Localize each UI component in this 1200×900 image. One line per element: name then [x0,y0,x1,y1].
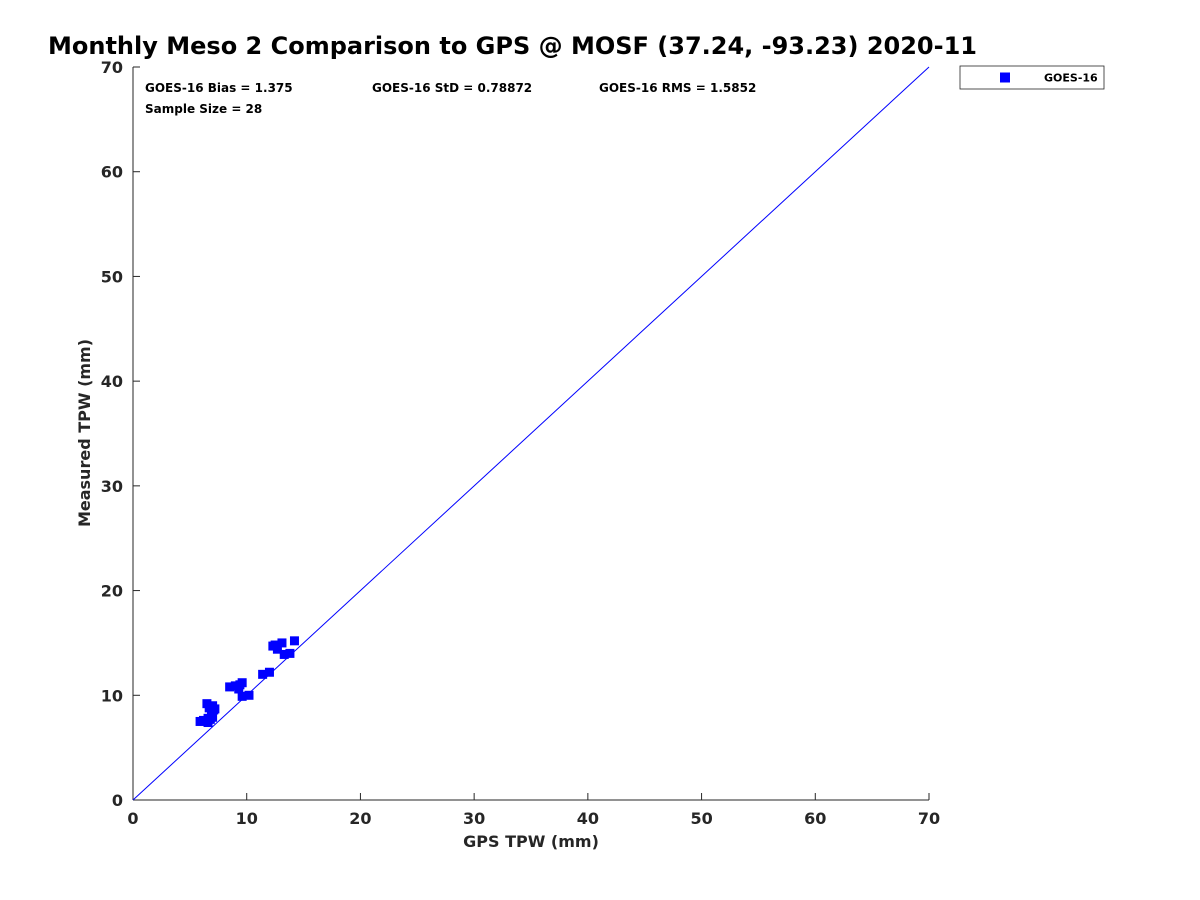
data-point [203,713,213,723]
legend-box [959,65,1105,90]
reference-line [132,66,930,801]
axes: 0 10 20 30 40 50 60 70 0 10 20 30 40 50 60 70 [101,58,940,828]
x-tick-label: 30 [463,809,485,828]
x-axis-label: GPS TPW (mm) [463,832,599,851]
data-point [202,699,212,709]
y-tick-label: 60 [101,163,123,182]
x-tick-label: 40 [577,809,599,828]
y-axis-label: Measured TPW (mm) [75,339,94,527]
data-point [279,649,289,659]
data-point [264,667,274,677]
data-point [225,682,235,692]
chart-title: Monthly Meso 2 Comparison to GPS @ MOSF … [48,32,977,60]
y-tick-label: 20 [101,582,123,601]
data-point [285,648,295,658]
x-tick-label: 0 [127,809,138,828]
legend-label: GOES-16 [1044,72,1098,85]
x-tick-label: 60 [804,809,826,828]
y-tick-label: 50 [101,267,123,286]
x-tick-label: 70 [918,809,940,828]
data-point [199,715,209,725]
stat-sample-size: Sample Size = 28 [145,102,262,116]
stat-rms: GOES-16 RMS = 1.5852 [599,81,756,95]
data-points [195,636,299,728]
x-tick-label: 50 [690,809,712,828]
stat-std: GOES-16 StD = 0.78872 [372,81,532,95]
legend-marker [1000,72,1010,83]
stat-bias: GOES-16 Bias = 1.375 [145,81,293,95]
data-point [289,636,299,646]
y-tick-label: 30 [101,477,123,496]
x-tick-label: 10 [236,809,258,828]
x-tick-label: 20 [349,809,371,828]
data-point [277,638,287,648]
data-point [237,691,247,701]
y-tick-label: 10 [101,686,123,705]
y-tick-label: 70 [101,58,123,77]
data-point [270,640,280,650]
data-point [258,669,268,679]
data-point [210,704,220,714]
data-point [235,680,245,690]
data-point [244,690,254,700]
one-to-one-line [132,66,930,801]
y-tick-label: 40 [101,372,123,391]
legend: GOES-16 [959,65,1105,90]
y-tick-label: 0 [112,791,123,810]
